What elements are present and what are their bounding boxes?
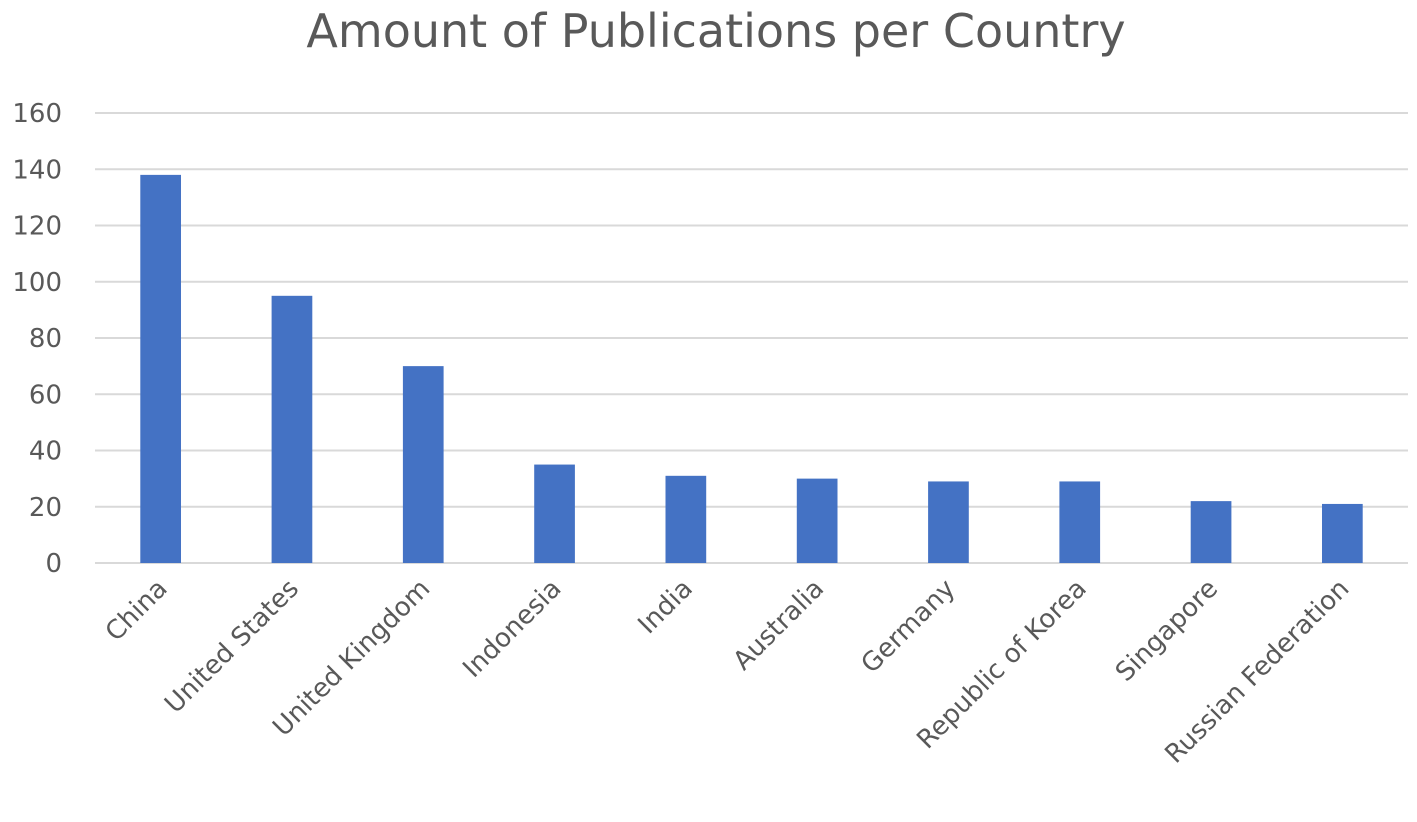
y-tick-label: 100 xyxy=(12,268,62,298)
y-tick-label: 60 xyxy=(29,380,62,410)
bar xyxy=(796,478,838,563)
bar xyxy=(271,295,313,563)
bars xyxy=(140,174,1363,563)
bar xyxy=(665,475,707,563)
y-tick-label: 40 xyxy=(29,437,62,467)
bar xyxy=(140,174,182,563)
y-tick-label: 20 xyxy=(29,493,62,523)
x-tick-label: Germany xyxy=(856,574,962,680)
bar xyxy=(1059,481,1101,563)
y-axis-ticks: 0 20 40 60 80 100 120 140 160 xyxy=(12,99,62,579)
x-tick-label: United States xyxy=(159,574,305,720)
y-tick-label: 140 xyxy=(12,155,62,185)
bar xyxy=(1321,503,1363,563)
y-tick-label: 0 xyxy=(45,549,62,579)
bar xyxy=(402,366,444,563)
bar xyxy=(928,481,969,563)
bar xyxy=(534,464,575,563)
bar xyxy=(1190,501,1232,563)
gridlines xyxy=(95,112,1408,564)
y-tick-label: 160 xyxy=(12,99,62,129)
x-tick-label: Indonesia xyxy=(457,574,567,684)
x-tick-label: India xyxy=(632,574,698,640)
x-tick-label: China xyxy=(100,574,174,648)
chart-title: Amount of Publications per Country xyxy=(306,4,1126,58)
x-tick-label: Australia xyxy=(728,574,831,677)
y-tick-label: 80 xyxy=(29,324,62,354)
y-tick-label: 120 xyxy=(12,212,62,242)
x-tick-label: Singapore xyxy=(1110,574,1224,688)
